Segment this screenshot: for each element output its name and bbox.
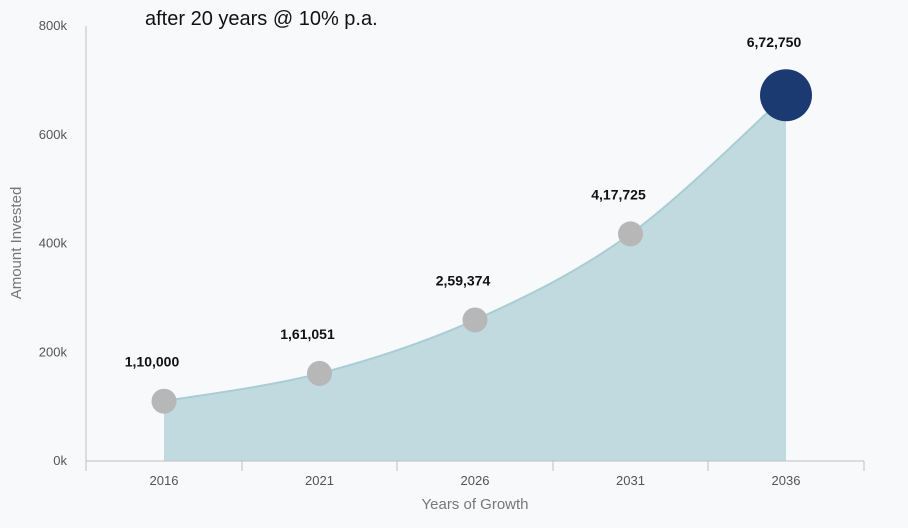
y-tick-label: 400k — [39, 236, 68, 251]
data-point-marker — [462, 307, 488, 333]
x-tick-label: 2026 — [461, 473, 490, 488]
data-label: 4,17,725 — [591, 186, 646, 202]
y-tick-label: 600k — [39, 127, 68, 142]
y-tick-label: 200k — [39, 344, 68, 359]
y-tick-label: 800k — [39, 18, 68, 33]
data-point-marker — [307, 360, 332, 386]
data-label: 2,59,374 — [436, 272, 491, 288]
highlight-point-marker — [760, 69, 812, 122]
data-label: 6,72,750 — [747, 34, 802, 50]
data-point-marker — [151, 388, 177, 414]
x-tick-label: 2031 — [616, 473, 645, 488]
chart-subtitle: after 20 years @ 10% p.a. — [145, 8, 378, 30]
x-tick-label: 2016 — [150, 473, 179, 488]
data-label: 1,61,051 — [280, 326, 335, 342]
data-label: 1,10,000 — [125, 354, 180, 370]
area-fill — [164, 95, 786, 461]
y-axis-title: Amount Invested — [8, 187, 25, 300]
marker-layer: 1,10,000 1,61,051 2,59,374 4,17,725 6,72,750 — [125, 34, 812, 414]
x-tick-label: 2036 — [772, 473, 801, 488]
x-axis-title: Years of Growth — [422, 496, 529, 513]
axis-layer: 0k 200k 400k 600k 800k 2016 2021 2026 2031 2036 — [39, 18, 865, 488]
data-point-marker — [618, 221, 643, 247]
x-tick-label: 2021 — [305, 473, 334, 488]
y-tick-label: 0k — [53, 453, 67, 468]
